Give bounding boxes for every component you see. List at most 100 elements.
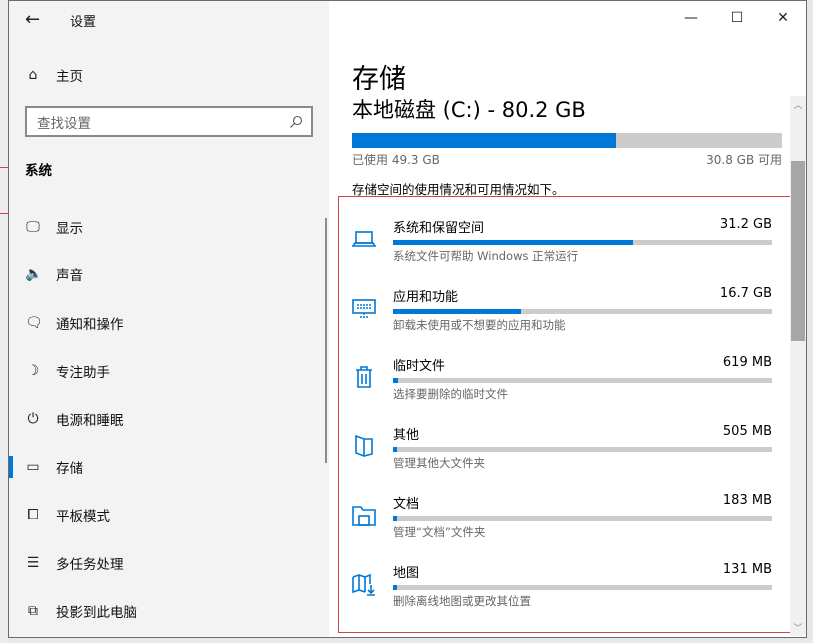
storage-icon: ▭ xyxy=(26,459,40,475)
category-description: 系统文件可帮助 Windows 正常运行 xyxy=(393,249,579,263)
scroll-down-icon[interactable]: ﹀ xyxy=(793,624,803,634)
notification-icon: 🗨 xyxy=(25,315,43,331)
trash-icon xyxy=(356,366,372,388)
category-usage-bar xyxy=(393,516,772,521)
sidebar-item-label: 投影到此电脑 xyxy=(56,605,137,621)
maximize-button[interactable]: ☐ xyxy=(730,10,744,26)
storage-category[interactable]: 地图 131 MB 删除离线地图或更改其位置 xyxy=(352,562,772,622)
close-button[interactable]: ✕ xyxy=(777,10,789,26)
category-description: 卸载未使用或不想要的应用和功能 xyxy=(393,318,566,332)
used-label: 已使用 49.3 GB xyxy=(352,153,440,167)
cut-off-item: … xyxy=(399,631,412,637)
selected-indicator xyxy=(9,456,13,478)
background-window-edge xyxy=(0,0,8,643)
sidebar: ← 设置 ⌂ 主页 查找设置 系统 🖵 显示 🔈 声音 🗨 通知和操作 ☽ 专注助手 ⏻ 电源和睡… xyxy=(9,1,329,637)
sidebar-item-7[interactable]: ☰ 多任务处理 xyxy=(25,551,124,575)
map-icon xyxy=(352,573,375,596)
category-usage-bar xyxy=(393,240,772,245)
search-placeholder: 查找设置 xyxy=(37,115,91,132)
other-folder-icon xyxy=(355,434,373,458)
sidebar-item-label: 主页 xyxy=(56,69,83,85)
window-controls: — ☐ ✕ xyxy=(668,1,806,35)
sidebar-item-label: 通知和操作 xyxy=(56,317,124,333)
category-size: 131 MB xyxy=(722,562,772,577)
category-usage-bar xyxy=(393,585,772,590)
disk-usage-fill xyxy=(352,133,617,148)
minimize-button[interactable]: — xyxy=(684,10,698,26)
power-icon: ⏻ xyxy=(27,411,39,427)
sidebar-item-label: 平板模式 xyxy=(56,509,110,525)
disk-title: 本地磁盘 (C:) - 80.2 GB xyxy=(352,98,586,122)
sidebar-item-label: 多任务处理 xyxy=(56,557,124,573)
category-description: 选择要删除的临时文件 xyxy=(393,387,508,401)
storage-category[interactable]: 文档 183 MB 管理“文档”文件夹 xyxy=(352,493,772,553)
category-size: 16.7 GB xyxy=(719,286,772,301)
sidebar-scrollbar[interactable] xyxy=(325,218,327,463)
main-scrollbar[interactable]: ︿ ﹀ xyxy=(790,96,806,636)
category-usage-bar xyxy=(393,447,772,452)
laptop-icon xyxy=(352,231,376,247)
category-name: 文档 xyxy=(393,497,420,512)
sidebar-item-label: 显示 xyxy=(56,221,83,237)
category-name: 应用和功能 xyxy=(393,290,459,305)
category-name: 系统和保留空间 xyxy=(393,221,485,236)
multitask-icon: ☰ xyxy=(26,555,40,571)
category-description: 管理“文档”文件夹 xyxy=(393,525,486,539)
category-size: 619 MB xyxy=(722,355,772,370)
storage-category[interactable]: 其他 505 MB 管理其他大文件夹 xyxy=(352,424,772,484)
category-usage-fill xyxy=(393,516,397,521)
sidebar-item-3[interactable]: ☽ 专注助手 xyxy=(25,359,110,383)
disk-usage-bar xyxy=(352,133,782,148)
category-description: 管理其他大文件夹 xyxy=(393,456,485,470)
storage-category[interactable]: 应用和功能 16.7 GB 卸载未使用或不想要的应用和功能 xyxy=(352,286,772,346)
sidebar-item-4[interactable]: ⏻ 电源和睡眠 xyxy=(25,407,124,431)
sidebar-item-0[interactable]: 🖵 显示 xyxy=(25,215,83,239)
category-size: 31.2 GB xyxy=(719,217,772,232)
back-button[interactable]: ← xyxy=(25,9,41,30)
search-icon xyxy=(290,115,303,128)
category-usage-fill xyxy=(393,378,398,383)
section-heading: 系统 xyxy=(25,163,52,179)
scroll-up-icon[interactable]: ︿ xyxy=(793,101,803,111)
keyboard-monitor-icon xyxy=(352,299,376,318)
home-icon: ⌂ xyxy=(28,67,38,83)
scroll-thumb[interactable] xyxy=(791,161,805,341)
background-mark xyxy=(0,167,8,168)
storage-category[interactable]: 临时文件 619 MB 选择要删除的临时文件 xyxy=(352,355,772,415)
category-name: 地图 xyxy=(393,566,420,581)
category-usage-bar xyxy=(393,309,772,314)
category-usage-bar xyxy=(393,378,772,383)
documents-folder-icon xyxy=(352,506,376,526)
settings-window: ← 设置 ⌂ 主页 查找设置 系统 🖵 显示 🔈 声音 🗨 通知和操作 ☽ 专注助手 ⏻ 电源和睡… xyxy=(8,0,807,638)
sidebar-item-label: 电源和睡眠 xyxy=(56,413,124,429)
category-usage-fill xyxy=(393,585,397,590)
background-mark xyxy=(0,213,8,214)
monitor-icon: 🖵 xyxy=(26,219,40,235)
app-title: 设置 xyxy=(70,15,97,30)
category-size: 183 MB xyxy=(722,493,772,508)
speaker-icon: 🔈 xyxy=(25,266,43,282)
category-usage-fill xyxy=(393,240,633,245)
sidebar-item-label: 存储 xyxy=(56,461,83,477)
category-description: 删除离线地图或更改其位置 xyxy=(393,594,531,608)
moon-icon: ☽ xyxy=(26,363,40,379)
sidebar-item-2[interactable]: 🗨 通知和操作 xyxy=(25,311,124,335)
storage-category[interactable]: 系统和保留空间 31.2 GB 系统文件可帮助 Windows 正常运行 xyxy=(352,217,772,277)
storage-description: 存储空间的使用情况和可用情况如下。 xyxy=(352,182,565,197)
sidebar-item-1[interactable]: 🔈 声音 xyxy=(25,262,83,286)
sidebar-item-8[interactable]: ⧉ 投影到此电脑 xyxy=(25,599,137,623)
sidebar-item-label: 专注助手 xyxy=(56,365,110,381)
sidebar-item-label: 声音 xyxy=(56,268,83,284)
free-label: 30.8 GB 可用 xyxy=(706,153,782,167)
sidebar-item-5[interactable]: ▭ 存储 xyxy=(25,455,83,479)
project-icon: ⧉ xyxy=(28,603,38,619)
sidebar-item-home[interactable]: ⌂ 主页 xyxy=(25,63,83,87)
search-input[interactable]: 查找设置 xyxy=(25,106,313,137)
page-title: 存储 xyxy=(352,64,406,95)
category-size: 505 MB xyxy=(722,424,772,439)
category-usage-fill xyxy=(393,309,522,314)
category-name: 临时文件 xyxy=(393,359,446,374)
sidebar-item-6[interactable]: ⧠ 平板模式 xyxy=(25,503,110,527)
category-usage-fill xyxy=(393,447,398,452)
tablet-icon: ⧠ xyxy=(27,507,39,523)
